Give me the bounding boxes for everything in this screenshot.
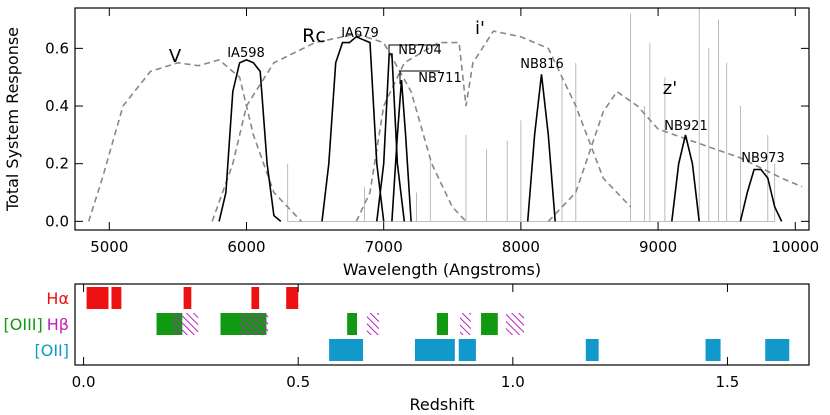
filter-curve (391, 80, 412, 222)
curve-label: IA598 (227, 46, 265, 61)
filter-curve (218, 59, 282, 223)
y-tick-label: 0.4 (45, 97, 69, 115)
curve-label: Rc (302, 25, 326, 47)
redshift-range (436, 313, 449, 335)
row-label: [OII] (34, 341, 69, 360)
x-tick-label: 10000 (771, 238, 819, 256)
x-tick-label: 9000 (639, 238, 677, 256)
y-axis-label: Total System Response (3, 27, 22, 212)
plot-frame (74, 7, 810, 231)
curve-label: NB973 (741, 151, 784, 166)
y-tick-label: 0.0 (45, 212, 69, 230)
redshift-range (183, 287, 192, 309)
redshift-range (460, 313, 471, 335)
x-tick-label: 8000 (502, 238, 540, 256)
x-tick-label: 1.5 (716, 373, 740, 391)
curve-label: NB704 (398, 43, 441, 58)
filter-curve (355, 30, 632, 222)
curve-label: IA679 (341, 26, 379, 41)
label-leader (399, 70, 440, 84)
redshift-range (240, 313, 269, 335)
curve-label: NB816 (520, 57, 563, 72)
x-tick-label: 0.0 (72, 373, 96, 391)
row-label-part: [OII] (34, 341, 69, 360)
row-label: Hα (46, 289, 69, 308)
redshift-range (765, 339, 790, 361)
redshift-range (251, 287, 260, 309)
redshift-range (172, 313, 199, 335)
filter-curve (671, 134, 700, 222)
x-tick-label: 5000 (90, 238, 128, 256)
redshift-range (505, 313, 524, 335)
redshift-range (347, 313, 358, 335)
redshift-range (111, 287, 122, 309)
filter-curve (376, 53, 406, 222)
curve-label: i' (475, 18, 485, 39)
filter-curve (526, 74, 556, 222)
x-axis-label: Wavelength (Angstroms) (343, 260, 541, 279)
redshift-range (705, 339, 721, 361)
curve-label: z' (663, 78, 677, 99)
redshift-range (585, 339, 599, 361)
row-label-part: Hβ (47, 315, 69, 334)
row-label-part: Hα (46, 289, 69, 308)
row-label-part: [OIII] (4, 315, 43, 334)
redshift-range (329, 339, 364, 361)
label-leader (388, 44, 440, 58)
redshift-range (86, 287, 109, 309)
filter-curve (739, 168, 783, 222)
filter-curve (87, 59, 302, 222)
x-tick-label: 1.0 (501, 373, 525, 391)
x-tick-label: 7000 (365, 238, 403, 256)
y-tick-label: 0.2 (45, 155, 69, 173)
curve-label: V (169, 46, 182, 67)
redshift-range (414, 339, 455, 361)
curve-label: NB921 (664, 119, 707, 134)
x-tick-label: 0.5 (286, 373, 310, 391)
filter-curve (321, 35, 385, 222)
redshift-range (458, 339, 476, 361)
redshift-range (481, 313, 498, 335)
filter-curve (211, 33, 467, 222)
redshift-range (366, 313, 379, 335)
row-label: [OIII] Hβ (4, 315, 69, 334)
redshift-range (286, 287, 299, 309)
curve-label: NB711 (418, 71, 461, 86)
filter-curve (547, 90, 803, 222)
x-axis-label: Redshift (410, 395, 475, 414)
x-tick-label: 6000 (227, 238, 265, 256)
y-tick-label: 0.6 (45, 39, 69, 57)
sky-spectrum (287, 8, 776, 222)
plot-frame (74, 283, 810, 366)
